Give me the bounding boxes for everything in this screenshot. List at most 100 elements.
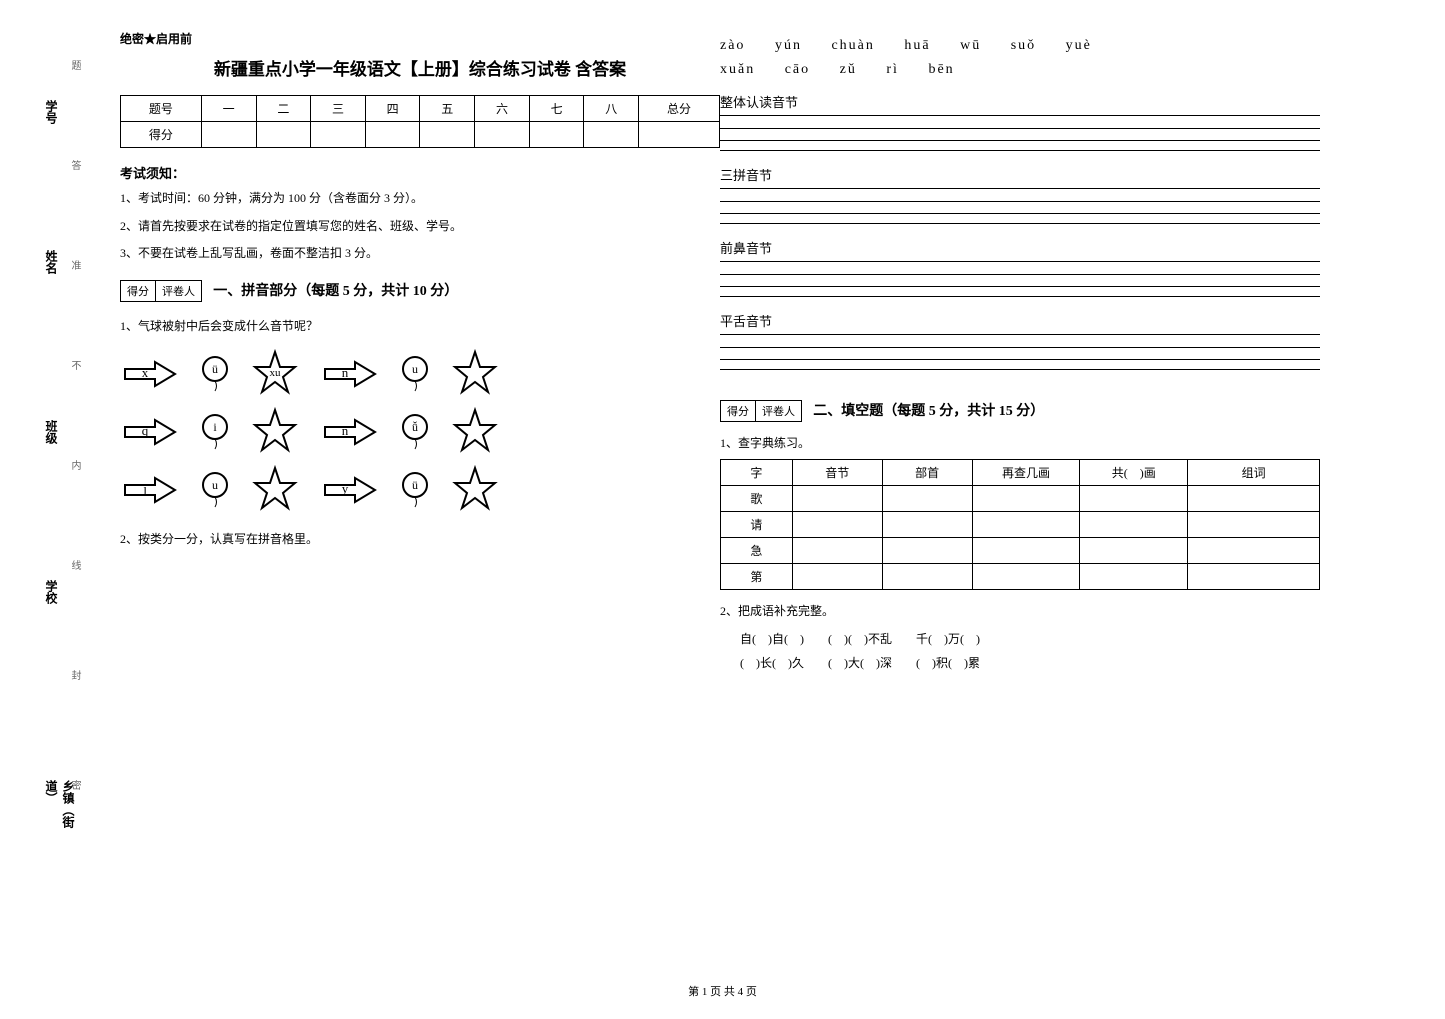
arrow-icon: j <box>120 470 180 510</box>
star-icon <box>250 465 300 515</box>
dotted-nei: 内 <box>67 460 82 478</box>
left-column: 绝密★启用前 新疆重点小学一年级语文【上册】综合练习试卷 含答案 题号 一 二 … <box>120 30 720 555</box>
reviewer-label: 评卷人 <box>156 281 201 301</box>
score-h7: 七 <box>529 96 584 122</box>
dict-r0: 歌 <box>721 486 793 512</box>
score-h3: 三 <box>311 96 366 122</box>
svg-text:i: i <box>213 420 217 434</box>
star-icon <box>450 465 500 515</box>
dotted-xian: 线 <box>67 560 82 578</box>
star-icon <box>450 407 500 457</box>
dict-r2: 急 <box>721 538 793 564</box>
dictionary-table: 字 音节 部首 再查几画 共( )画 组词 歌 请 急 第 <box>720 459 1320 590</box>
balloon-icon: ü <box>200 354 230 394</box>
svg-text:ǚ: ǚ <box>412 420 418 434</box>
dict-h5: 组词 <box>1188 460 1320 486</box>
arrow-icon: y <box>320 470 380 510</box>
write-grid-1[interactable] <box>720 115 1320 151</box>
idiom-row-2: ( )长( )久 ( )大( )深 ( )积( )累 <box>740 651 1320 675</box>
balloon-icon: i <box>200 412 230 452</box>
score-value-row: 得分 <box>121 122 720 148</box>
score-h0: 题号 <box>121 96 202 122</box>
write-grid-2[interactable] <box>720 188 1320 224</box>
score-h2: 二 <box>256 96 311 122</box>
score-box-1: 得分评卷人 <box>120 280 202 302</box>
notice-1: 1、考试时间：60 分钟，满分为 100 分（含卷面分 3 分）。 <box>120 188 720 210</box>
write-grid-3[interactable] <box>720 261 1320 297</box>
right-column: zào yún chuàn huā wū suǒ yuè xuǎn cāo zǔ… <box>720 30 1320 675</box>
binding-margin: 乡镇（街道） 学校 班级 姓名 学号 密 封 线 内 不 准 答 题 <box>25 20 85 840</box>
binding-label-school: 学校 <box>43 580 60 604</box>
score-h4: 四 <box>365 96 420 122</box>
binding-label-class: 班级 <box>43 420 60 444</box>
score-box-label: 得分 <box>121 281 156 301</box>
arrow-icon: x <box>120 354 180 394</box>
star-icon: xu <box>250 349 300 399</box>
pinyin-row-1: zào yún chuàn huā wū suǒ yuè <box>720 38 1320 54</box>
arrow-icon: q <box>120 412 180 452</box>
star-icon <box>450 349 500 399</box>
reviewer-label2: 评卷人 <box>756 401 801 421</box>
score-h6: 六 <box>475 96 530 122</box>
dotted-da: 答 <box>67 160 82 178</box>
section1-title: 一、拼音部分（每题 5 分，共计 10 分） <box>213 280 458 300</box>
score-header-row: 题号 一 二 三 四 五 六 七 八 总分 <box>121 96 720 122</box>
dotted-ti: 题 <box>67 60 82 78</box>
pinyin-row-2: xuǎn cāo zǔ rì bēn <box>720 62 1320 78</box>
score-box-label2: 得分 <box>721 401 756 421</box>
svg-text:n: n <box>342 423 349 438</box>
dotted-seal: 密 <box>67 780 82 798</box>
category-2: 三拼音节 <box>720 165 1320 184</box>
balloon-icon: ü <box>400 470 430 510</box>
score-table: 题号 一 二 三 四 五 六 七 八 总分 得分 <box>120 95 720 148</box>
star-icon <box>250 407 300 457</box>
svg-text:xu: xu <box>270 367 282 379</box>
score-row-label: 得分 <box>121 122 202 148</box>
confidential-header: 绝密★启用前 <box>120 30 720 47</box>
question-2-2: 2、把成语补充完整。 <box>720 602 1320 619</box>
balloon-icon: u <box>200 470 230 510</box>
exam-title: 新疆重点小学一年级语文【上册】综合练习试卷 含答案 <box>120 55 720 80</box>
svg-text:ü: ü <box>212 362 218 376</box>
binding-label-name: 姓名 <box>43 250 60 274</box>
score-h5: 五 <box>420 96 475 122</box>
notice-2: 2、请首先按要求在试卷的指定位置填写您的姓名、班级、学号。 <box>120 216 720 238</box>
svg-text:u: u <box>412 362 418 376</box>
dict-h1: 音节 <box>792 460 882 486</box>
category-1: 整体认读音节 <box>720 92 1320 111</box>
binding-label-id: 学号 <box>43 100 60 124</box>
arrow-icon: n <box>320 412 380 452</box>
dict-h0: 字 <box>721 460 793 486</box>
dotted-bu: 不 <box>67 360 82 378</box>
dict-r1: 请 <box>721 512 793 538</box>
balloon-icon: ǚ <box>400 412 430 452</box>
svg-text:u: u <box>212 478 218 492</box>
notice-3: 3、不要在试卷上乱写乱画，卷面不整洁扣 3 分。 <box>120 243 720 265</box>
score-h9: 总分 <box>639 96 720 122</box>
question-2-1: 1、查字典练习。 <box>720 434 1320 451</box>
dict-h4: 共( )画 <box>1080 460 1188 486</box>
category-4: 平舌音节 <box>720 311 1320 330</box>
write-grid-4[interactable] <box>720 334 1320 370</box>
svg-text:q: q <box>142 423 149 438</box>
dict-h3: 再查几画 <box>972 460 1080 486</box>
score-box-2: 得分评卷人 <box>720 400 802 422</box>
svg-text:j: j <box>142 481 147 496</box>
score-h1: 一 <box>201 96 256 122</box>
balloon-icon: u <box>400 354 430 394</box>
notice-title: 考试须知： <box>120 163 720 182</box>
question-1-2: 2、按类分一分，认真写在拼音格里。 <box>120 530 720 547</box>
page-footer: 第 1 页 共 4 页 <box>0 983 1445 999</box>
score-h8: 八 <box>584 96 639 122</box>
dotted-zhun: 准 <box>67 260 82 278</box>
dict-h2: 部首 <box>882 460 972 486</box>
arrow-icon: n <box>320 354 380 394</box>
dict-header-row: 字 音节 部首 再查几画 共( )画 组词 <box>721 460 1320 486</box>
svg-text:y: y <box>342 481 349 496</box>
dotted-feng: 封 <box>67 670 82 688</box>
balloon-diagram: x ü xu n u q i n ǚ j u y ü <box>120 349 720 515</box>
svg-text:n: n <box>342 365 349 380</box>
svg-text:ü: ü <box>412 478 418 492</box>
idiom-row-1: 自( )自( ) ( )( )不乱 千( )万( ) <box>740 627 1320 651</box>
dict-r3: 第 <box>721 564 793 590</box>
